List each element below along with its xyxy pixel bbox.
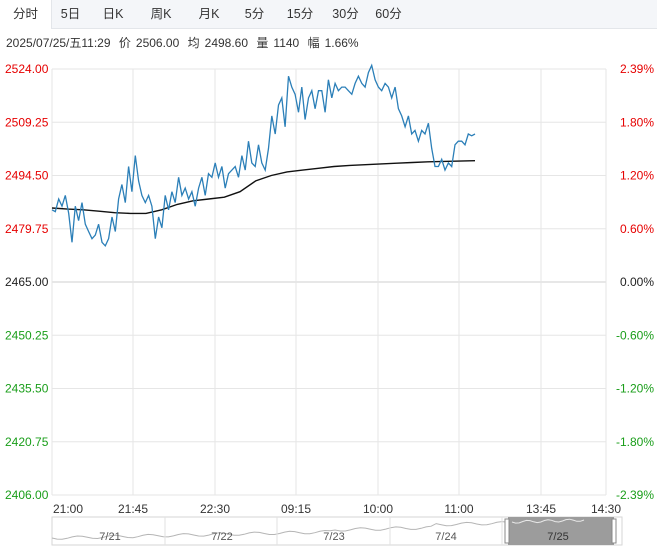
percent-tick-label: -1.20%	[616, 382, 654, 396]
time-tick-label: 21:45	[118, 502, 148, 516]
percent-axis: 2.39% 1.80% 1.20% 0.60% 0.00% -0.60% -1.20% -1.…	[616, 62, 654, 502]
grid-lines	[51, 68, 607, 496]
price-tick-label: 2465.00	[5, 275, 49, 289]
percent-tick-label: 1.20%	[620, 169, 654, 183]
percent-tick-label: 0.60%	[620, 222, 654, 236]
price-label: 价	[118, 36, 131, 50]
time-tick-label: 14:30	[591, 502, 621, 516]
tab-8[interactable]: 30分	[332, 6, 359, 21]
time-tick-label: 11:00	[444, 502, 473, 516]
time-tick-label: 21:00	[53, 502, 83, 516]
avg-value: 2498.60	[204, 36, 249, 50]
quote-datetime: 2025/07/25/五11:29	[6, 36, 111, 50]
price-tick-label: 2494.50	[5, 169, 49, 183]
percent-tick-label: 2.39%	[620, 62, 654, 76]
time-axis: 21:00 21:45 22:30 09:15 10:00 11:00 13:45 14:30	[53, 502, 621, 516]
time-tick-label: 22:30	[200, 502, 230, 516]
history-navigator[interactable]: 7/21 7/22 7/23 7/24 7/25	[51, 516, 623, 546]
time-tick-label: 13:45	[526, 502, 556, 516]
navigator-selection-line	[511, 518, 585, 524]
navigator-day-label: 7/24	[435, 531, 456, 543]
time-tick-label: 10:00	[363, 502, 393, 516]
price-tick-label: 2420.75	[5, 435, 49, 449]
percent-tick-label: -2.39%	[616, 488, 654, 502]
price-tick-label: 2435.50	[5, 382, 49, 396]
price-tick-label: 2450.25	[5, 328, 49, 342]
percent-tick-label: -0.60%	[616, 328, 654, 342]
price-tick-label: 2479.75	[5, 222, 49, 236]
vol-label: 量	[256, 36, 269, 50]
time-tick-label: 09:15	[281, 502, 311, 516]
navigator-right-handle[interactable]	[611, 518, 617, 544]
price-tick-label: 2509.25	[5, 115, 49, 129]
tab-9[interactable]: 60分	[375, 6, 402, 21]
tab-7[interactable]: 15分	[286, 6, 314, 21]
navigator-day-label: 7/25	[547, 531, 568, 543]
navigator-day-label: 7/21	[99, 531, 120, 543]
percent-tick-label: 0.00%	[620, 275, 654, 289]
navigator-day-label: 7/23	[323, 531, 344, 543]
price-tick-label: 2406.00	[5, 488, 49, 502]
tab-3[interactable]: 日K	[102, 6, 124, 21]
quote-info-bar: 2025/07/25/五11:29 价 2506.00 均 2498.60 量 114…	[6, 34, 364, 51]
change-label: 幅	[307, 36, 320, 50]
tab-6[interactable]: 5分	[244, 6, 265, 21]
timeframe-tabs: 分时 5日 日K 周K 月K 5分 15分 30分 60分	[0, 0, 657, 29]
percent-tick-label: -1.80%	[616, 435, 654, 449]
navigator-history-line	[51, 521, 508, 540]
price-axis: 2524.00 2509.25 2494.50 2479.75 2465.00 2450.…	[5, 62, 49, 502]
tab-1[interactable]: 分时	[0, 0, 52, 29]
navigator-left-handle[interactable]	[504, 518, 510, 544]
tab-5[interactable]: 月K	[198, 6, 220, 21]
percent-tick-label: 1.80%	[620, 115, 654, 129]
price-line	[51, 63, 476, 248]
tab-2[interactable]: 5日	[60, 6, 81, 21]
vol-value: 1140	[273, 36, 300, 50]
price-tick-label: 2524.00	[5, 62, 49, 76]
avg-label: 均	[187, 36, 200, 50]
average-price-line	[51, 160, 476, 215]
navigator-day-label: 7/22	[211, 531, 232, 543]
tab-4[interactable]: 周K	[150, 6, 172, 21]
change-value: 1.66%	[324, 36, 359, 50]
price-value: 2506.00	[135, 36, 180, 50]
